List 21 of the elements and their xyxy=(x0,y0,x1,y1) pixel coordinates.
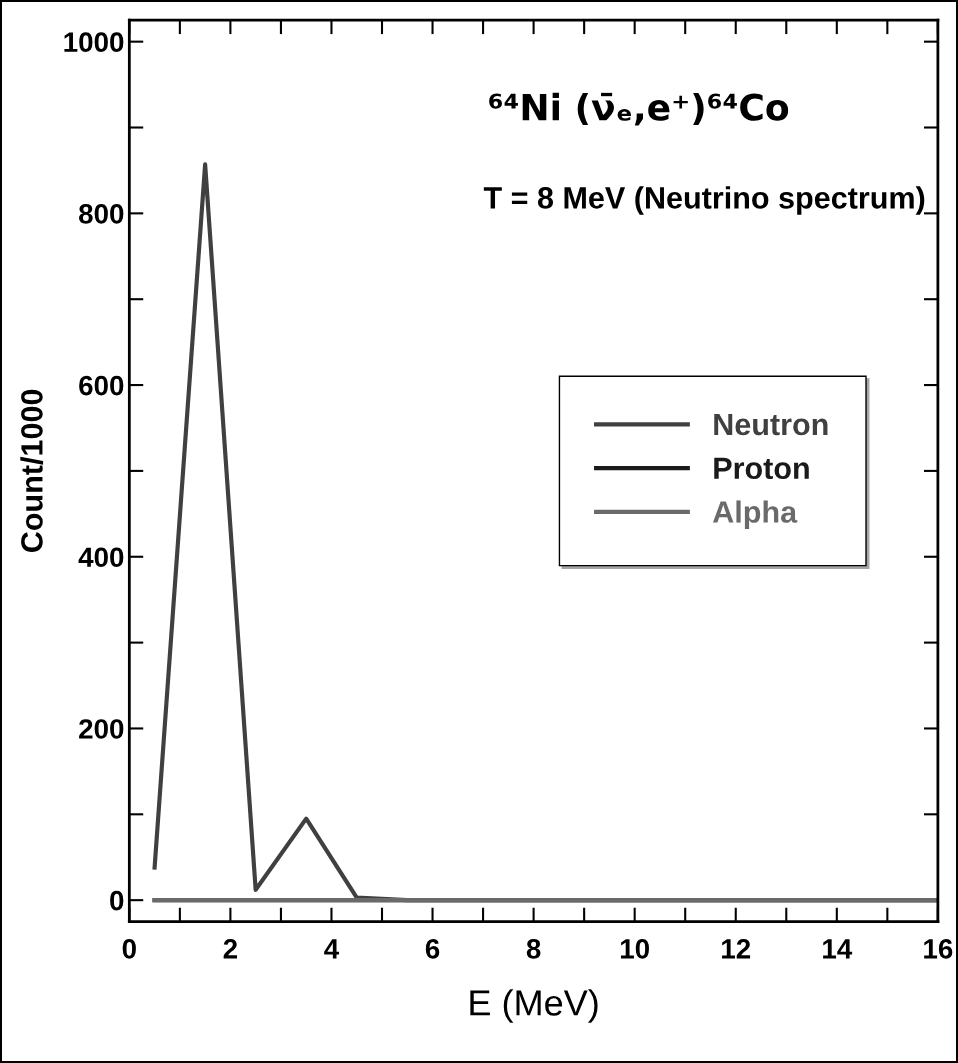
x-axis-title: E (MeV) xyxy=(470,989,598,1023)
x-tick-label: 14 xyxy=(823,939,853,959)
text: T = 8 MeV (Neutrino spectrum) xyxy=(483,186,925,215)
y-tick-label: 0 xyxy=(110,890,124,911)
legend-label: Alpha xyxy=(712,500,798,529)
legend-label: Neutron xyxy=(714,414,828,436)
y-tick-label: 400 xyxy=(78,547,124,568)
x-tick-label: 16 xyxy=(924,939,953,959)
x-tick-label: 12 xyxy=(722,939,751,959)
y-tick-label: 800 xyxy=(79,204,124,224)
x-tick-label: 10 xyxy=(620,939,649,959)
y-tick-label: 1000 xyxy=(64,32,124,52)
y-axis-title: Count/1000 xyxy=(20,389,44,552)
y-tick-label: 200 xyxy=(79,719,124,739)
x-tick-label: 4 xyxy=(324,939,340,959)
x-tick-label: 6 xyxy=(425,939,440,959)
legend-label: Proton xyxy=(714,457,809,480)
y-tick-label: 600 xyxy=(79,375,124,396)
text: ⁶⁴Ni (ν̄ₑ,e⁺)⁶⁴Co xyxy=(489,92,789,126)
x-tick-label: 8 xyxy=(526,939,541,959)
x-tick-label: 2 xyxy=(223,939,238,959)
